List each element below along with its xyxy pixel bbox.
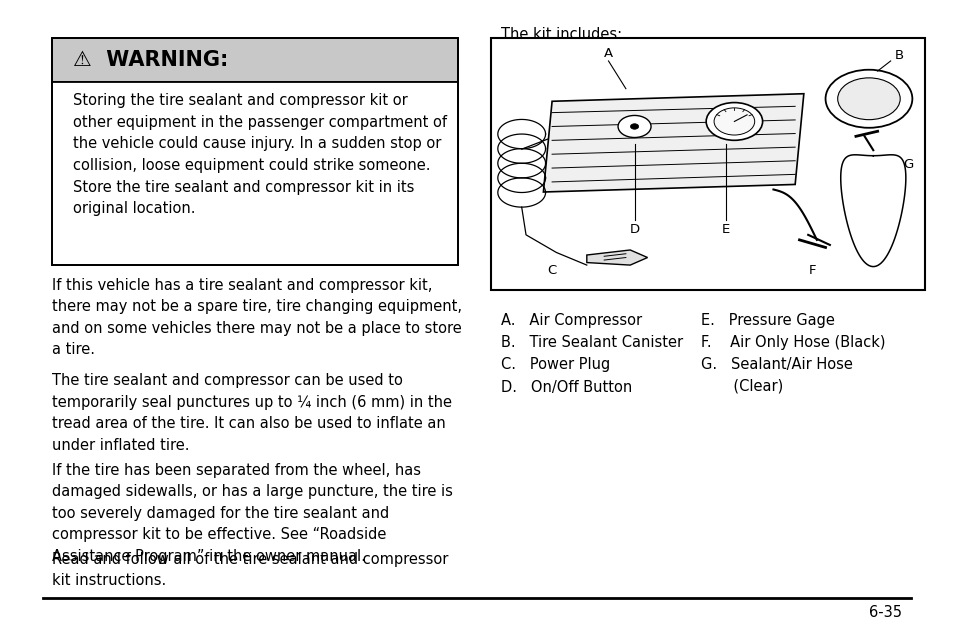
Text: 6-35: 6-35 — [867, 605, 901, 620]
FancyBboxPatch shape — [52, 38, 457, 82]
Polygon shape — [586, 250, 647, 265]
Text: F: F — [808, 263, 816, 277]
Text: A: A — [603, 47, 613, 60]
Text: Read and follow all of the tire sealant and compressor
kit instructions.: Read and follow all of the tire sealant … — [52, 552, 448, 588]
Circle shape — [705, 103, 761, 140]
Text: D.   On/Off Button: D. On/Off Button — [500, 380, 632, 395]
Text: D: D — [629, 223, 639, 236]
Circle shape — [714, 108, 754, 135]
Polygon shape — [543, 94, 803, 192]
Text: If the tire has been separated from the wheel, has
damaged sidewalls, or has a l: If the tire has been separated from the … — [52, 463, 453, 564]
Circle shape — [630, 124, 638, 130]
Text: B.   Tire Sealant Canister: B. Tire Sealant Canister — [500, 335, 682, 350]
Text: F.    Air Only Hose (Black): F. Air Only Hose (Black) — [700, 335, 884, 350]
Circle shape — [618, 115, 650, 138]
Circle shape — [837, 78, 900, 120]
Circle shape — [824, 70, 911, 128]
FancyBboxPatch shape — [52, 82, 457, 265]
Text: ⚠  WARNING:: ⚠ WARNING: — [73, 50, 229, 70]
Text: E.   Pressure Gage: E. Pressure Gage — [700, 313, 834, 328]
Text: B: B — [894, 49, 902, 63]
Text: G: G — [902, 158, 912, 171]
Text: G.   Sealant/Air Hose
       (Clear): G. Sealant/Air Hose (Clear) — [700, 357, 852, 394]
FancyBboxPatch shape — [491, 38, 924, 290]
Text: If this vehicle has a tire sealant and compressor kit,
there may not be a spare : If this vehicle has a tire sealant and c… — [52, 278, 462, 357]
Text: C: C — [547, 263, 557, 277]
Text: The kit includes:: The kit includes: — [500, 27, 621, 42]
Text: Storing the tire sealant and compressor kit or
other equipment in the passenger : Storing the tire sealant and compressor … — [73, 93, 447, 216]
Text: E: E — [720, 223, 729, 236]
Text: The tire sealant and compressor can be used to
temporarily seal punctures up to : The tire sealant and compressor can be u… — [52, 373, 452, 453]
Text: A.   Air Compressor: A. Air Compressor — [500, 313, 641, 328]
Text: C.   Power Plug: C. Power Plug — [500, 357, 610, 373]
